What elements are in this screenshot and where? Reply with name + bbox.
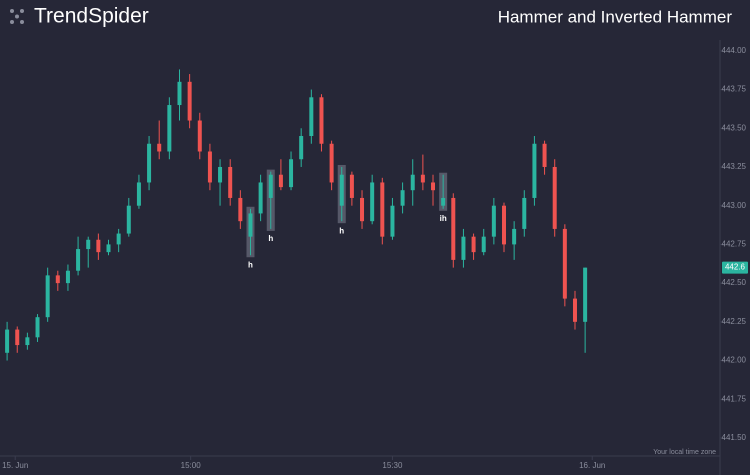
candle-body	[116, 233, 121, 245]
candle-body	[572, 298, 577, 322]
candle-body	[512, 228, 517, 245]
candle-body	[258, 182, 263, 214]
candle-body	[5, 329, 10, 353]
candle-body	[410, 174, 415, 191]
candle-body	[278, 174, 283, 188]
y-tick-label: 443.75	[722, 85, 747, 94]
candle-body	[380, 182, 385, 237]
candle-body	[349, 174, 354, 198]
logo-dot	[20, 20, 24, 24]
candle-body	[309, 97, 314, 137]
logo-dot	[10, 9, 14, 13]
candle-body	[157, 143, 162, 152]
candle-body	[289, 159, 294, 188]
y-tick-label: 441.75	[722, 394, 747, 403]
candle-body	[542, 143, 547, 167]
candle-body	[522, 197, 527, 229]
candle-body	[218, 166, 223, 183]
candle-body	[431, 182, 436, 191]
candle-body	[96, 239, 101, 253]
candle-body	[147, 143, 152, 183]
candle-body	[481, 236, 486, 253]
x-tick-label: 16. Jun	[579, 461, 605, 470]
logo	[10, 9, 24, 24]
candle-body	[502, 205, 506, 245]
pattern-label: h	[248, 260, 253, 269]
candle-body	[471, 236, 476, 253]
candle-body	[268, 174, 273, 198]
candle-body	[45, 275, 50, 318]
y-tick-label: 441.50	[722, 433, 747, 442]
y-tick-label: 443.50	[722, 123, 747, 132]
logo-dot	[10, 20, 14, 24]
y-tick-label: 442.75	[722, 240, 747, 249]
candle-body	[238, 197, 243, 222]
candle-body	[583, 267, 588, 322]
pattern-label: h	[339, 226, 344, 235]
x-tick-label: 15. Jun	[2, 461, 28, 470]
candle-body	[370, 182, 375, 222]
candle-body	[562, 228, 567, 299]
candle-body	[329, 143, 334, 183]
candle-body	[25, 337, 30, 346]
candle-body	[360, 197, 365, 222]
brand: TrendSpider	[34, 5, 149, 28]
candle-body	[441, 197, 446, 206]
candle-body	[86, 239, 91, 250]
candle-body	[400, 190, 405, 206]
candle-body	[299, 136, 304, 160]
y-tick-label: 443.25	[722, 162, 747, 171]
pattern-label: ih	[440, 214, 447, 223]
y-tick-label: 443.00	[722, 201, 747, 210]
last-price-badge	[722, 261, 748, 274]
candle-body	[65, 270, 70, 284]
candle-body	[197, 120, 202, 152]
x-tick-label: 15:30	[382, 461, 403, 470]
candle-body	[532, 143, 537, 198]
candle-body	[35, 317, 40, 338]
candle-body	[248, 213, 253, 237]
candle-body	[339, 174, 344, 206]
y-tick-label: 442.00	[722, 356, 747, 365]
logo-dot	[20, 9, 24, 13]
pattern-label: h	[268, 234, 273, 243]
candle-body	[136, 182, 141, 206]
timezone-note: Your local time zone	[653, 449, 716, 456]
chart-title: Hammer and Inverted Hammer	[498, 7, 733, 26]
candle-body	[390, 205, 395, 237]
candle-body	[420, 174, 425, 183]
last-price-label: 442.6	[725, 263, 746, 272]
x-tick-label: 15:00	[181, 461, 202, 470]
candle-body	[451, 197, 456, 260]
candle-body	[552, 166, 557, 229]
candle-body	[126, 205, 131, 234]
candle-body	[491, 205, 496, 237]
y-tick-label: 442.25	[722, 317, 747, 326]
candle-body	[228, 166, 233, 198]
candle-body	[177, 81, 182, 106]
candle-body	[15, 329, 20, 346]
y-tick-label: 444.00	[722, 46, 747, 55]
logo-dot	[15, 14, 19, 19]
candle-body	[461, 236, 466, 260]
candle-body	[187, 81, 192, 121]
candle-body	[106, 244, 111, 253]
y-tick-label: 442.50	[722, 278, 747, 287]
candle-body	[207, 151, 212, 183]
candle-body	[76, 249, 81, 271]
candle-body	[55, 275, 60, 284]
candle-body	[167, 105, 172, 152]
candle-body	[319, 97, 324, 144]
